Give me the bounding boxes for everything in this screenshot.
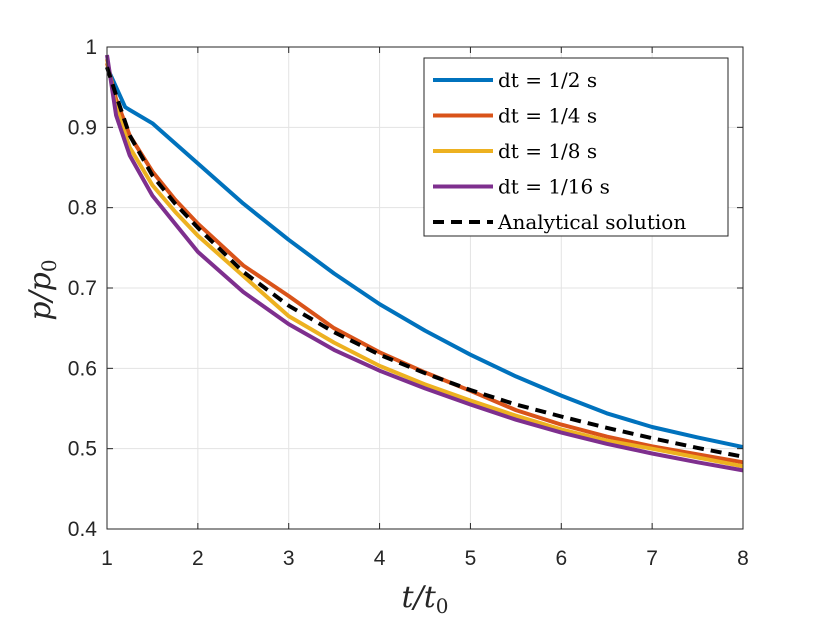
- legend-label-4: dt = 1/16 s: [498, 175, 610, 199]
- series-line-1: [105, 66, 744, 450]
- y-tick-label: 0.9: [68, 116, 97, 139]
- legend-box: [423, 57, 729, 237]
- series-line-5: [105, 66, 744, 459]
- series-layer: [105, 54, 744, 473]
- x-tick-label: 2: [192, 547, 204, 570]
- y-axis-label: p/p0: [23, 259, 61, 320]
- svg-text:t/t0: t/t0: [402, 580, 449, 617]
- y-tick-label: 0.8: [68, 197, 97, 220]
- legend-label-5: Analytical solution: [497, 210, 686, 234]
- legend-label-3: dt = 1/8 s: [498, 139, 597, 163]
- x-tick-label: 7: [646, 547, 658, 570]
- y-tick-label: 0.4: [68, 518, 98, 541]
- y-tick-label: 0.6: [68, 357, 97, 380]
- y-tick-label: 0.5: [68, 438, 97, 461]
- x-tick-label: 5: [465, 547, 477, 570]
- series-line-4: [105, 54, 744, 473]
- svg-text:p/p0: p/p0: [23, 259, 61, 320]
- ticks-layer: 1 2 3 4 5 6 7 8 0.4 0.5 0.6 0.7 0.8 0.9 1: [68, 36, 749, 570]
- series-line-2: [105, 62, 744, 465]
- legend: dt = 1/2 s dt = 1/4 s dt = 1/8 s dt = 1/16 …: [423, 57, 729, 237]
- x-tick-label: 4: [374, 547, 386, 570]
- x-axis-label: t/t0: [402, 580, 449, 617]
- x-tick-label: 3: [283, 547, 295, 570]
- legend-label-2: dt = 1/4 s: [498, 104, 597, 128]
- legend-label-1: dt = 1/2 s: [498, 68, 597, 92]
- x-tick-label: 6: [555, 547, 567, 570]
- y-tick-label: 0.7: [68, 277, 97, 300]
- x-tick-label: 8: [737, 547, 749, 570]
- y-tick-label: 1: [85, 36, 97, 59]
- x-tick-label: 1: [101, 547, 113, 570]
- series-line-3: [105, 58, 744, 469]
